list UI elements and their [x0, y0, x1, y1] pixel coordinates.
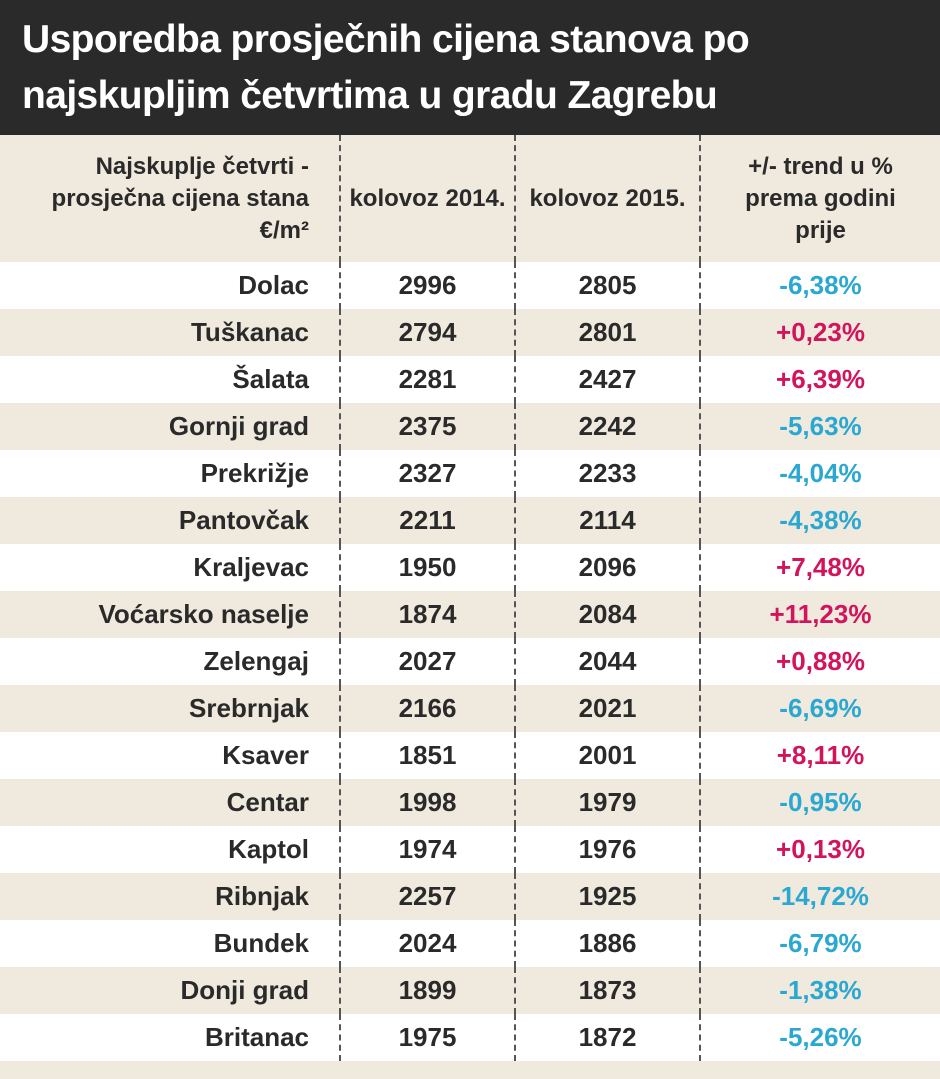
table-row: Pantovčak 2211 2114 -4,38%: [0, 497, 940, 544]
district-cell: Kaptol: [0, 826, 340, 873]
price-cell: 1872: [514, 1014, 700, 1061]
district-cell: Ksaver: [0, 732, 340, 779]
trend-cell: +11,23%: [699, 591, 940, 638]
table-row: Centar 1998 1979 -0,95%: [0, 779, 940, 826]
table-row: Šalata 2281 2427 +6,39%: [0, 356, 940, 403]
district-cell: Prekrižje: [0, 450, 340, 497]
district-cell: Srebrnjak: [0, 685, 340, 732]
price-cell: 2096: [514, 544, 700, 591]
district-cell: Britanac: [0, 1014, 340, 1061]
table-row: Srebrnjak 2166 2021 -6,69%: [0, 685, 940, 732]
table-row: Kaptol 1974 1976 +0,13%: [0, 826, 940, 873]
price-cell: 1925: [514, 873, 700, 920]
table-row: Ribnjak 2257 1925 -14,72%: [0, 873, 940, 920]
table-row: Voćarsko naselje 1874 2084 +11,23%: [0, 591, 940, 638]
trend-cell: +0,23%: [699, 309, 940, 356]
trend-cell: -4,38%: [699, 497, 940, 544]
trend-cell: -6,79%: [699, 920, 940, 967]
trend-cell: -1,38%: [699, 967, 940, 1014]
price-cell: 2044: [514, 638, 700, 685]
price-cell: 1873: [514, 967, 700, 1014]
trend-cell: -6,69%: [699, 685, 940, 732]
header-row: Najskuplje četvrti - prosječna cijena st…: [0, 135, 940, 262]
table-row: Kraljevac 1950 2096 +7,48%: [0, 544, 940, 591]
price-cell: 2375: [339, 403, 515, 450]
price-cell: 2281: [339, 356, 515, 403]
table-body: Dolac 2996 2805 -6,38% Tuškanac 2794 2801 +0,23…: [0, 262, 940, 1061]
price-cell: 1899: [339, 967, 515, 1014]
trend-cell: -0,95%: [699, 779, 940, 826]
price-cell: 2327: [339, 450, 515, 497]
price-cell: 1874: [339, 591, 515, 638]
title: Usporedba prosječnih cijena stanova po n…: [0, 0, 940, 135]
price-cell: 2794: [339, 309, 515, 356]
price-cell: 2427: [514, 356, 700, 403]
price-cell: 2801: [514, 309, 700, 356]
table-row: Donji grad 1899 1873 -1,38%: [0, 967, 940, 1014]
trend-cell: +6,39%: [699, 356, 940, 403]
district-cell: Šalata: [0, 356, 340, 403]
district-cell: Centar: [0, 779, 340, 826]
price-cell: 1974: [339, 826, 515, 873]
price-cell: 2257: [339, 873, 515, 920]
district-cell: Donji grad: [0, 967, 340, 1014]
district-cell: Ribnjak: [0, 873, 340, 920]
table-row: Bundek 2024 1886 -6,79%: [0, 920, 940, 967]
header-cell: kolovoz 2015.: [514, 135, 700, 262]
table-row: Britanac 1975 1872 -5,26%: [0, 1014, 940, 1061]
header-cell: Najskuplje četvrti - prosječna cijena st…: [51, 152, 309, 244]
price-cell: 1886: [514, 920, 700, 967]
trend-cell: -5,63%: [699, 403, 940, 450]
price-cell: 2027: [339, 638, 515, 685]
table-row: Dolac 2996 2805 -6,38%: [0, 262, 940, 309]
district-cell: Tuškanac: [0, 309, 340, 356]
table-row: Gornji grad 2375 2242 -5,63%: [0, 403, 940, 450]
price-cell: 1998: [339, 779, 515, 826]
header-cell: +/- trend u % prema godini prije: [699, 135, 940, 262]
district-cell: Kraljevac: [0, 544, 340, 591]
price-table: Najskuplje četvrti - prosječna cijena st…: [0, 135, 940, 1061]
trend-cell: -4,04%: [699, 450, 940, 497]
table-row: Ksaver 1851 2001 +8,11%: [0, 732, 940, 779]
price-cell: 2166: [339, 685, 515, 732]
trend-cell: -5,26%: [699, 1014, 940, 1061]
price-cell: 1975: [339, 1014, 515, 1061]
table-row: Tuškanac 2794 2801 +0,23%: [0, 309, 940, 356]
district-cell: Dolac: [0, 262, 340, 309]
price-cell: 2084: [514, 591, 700, 638]
district-cell: Zelengaj: [0, 638, 340, 685]
price-cell: 2021: [514, 685, 700, 732]
district-cell: Gornji grad: [0, 403, 340, 450]
trend-cell: +8,11%: [699, 732, 940, 779]
price-cell: 2211: [339, 497, 515, 544]
price-cell: 2242: [514, 403, 700, 450]
district-cell: Voćarsko naselje: [0, 591, 340, 638]
trend-cell: +0,88%: [699, 638, 940, 685]
trend-cell: +0,13%: [699, 826, 940, 873]
trend-cell: -6,38%: [699, 262, 940, 309]
price-cell: 1976: [514, 826, 700, 873]
price-cell: 1851: [339, 732, 515, 779]
price-cell: 2114: [514, 497, 700, 544]
district-cell: Bundek: [0, 920, 340, 967]
price-cell: 2001: [514, 732, 700, 779]
price-cell: 2024: [339, 920, 515, 967]
header-cell: kolovoz 2014.: [339, 135, 515, 262]
table-row: Prekrižje 2327 2233 -4,04%: [0, 450, 940, 497]
trend-cell: +7,48%: [699, 544, 940, 591]
district-cell: Pantovčak: [0, 497, 340, 544]
table-row: Zelengaj 2027 2044 +0,88%: [0, 638, 940, 685]
price-cell: 2996: [339, 262, 515, 309]
price-cell: 1950: [339, 544, 515, 591]
price-cell: 2233: [514, 450, 700, 497]
price-cell: 1979: [514, 779, 700, 826]
price-cell: 2805: [514, 262, 700, 309]
trend-cell: -14,72%: [699, 873, 940, 920]
